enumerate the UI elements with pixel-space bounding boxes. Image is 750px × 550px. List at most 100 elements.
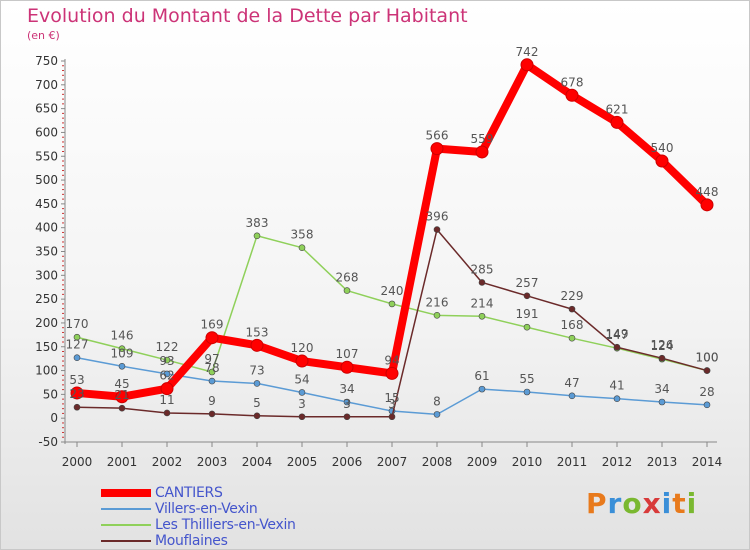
data-label-villers-en-vexin: 109 — [111, 346, 134, 360]
data-label-cantiers: 53 — [69, 373, 84, 387]
data-label-cantiers: 678 — [561, 75, 584, 89]
logo-letter: x — [642, 487, 662, 520]
data-label-les-thilliers-en-vexin: 214 — [471, 296, 494, 310]
data-label-les-thilliers-en-vexin: 191 — [516, 307, 539, 321]
data-point-villers-en-vexin — [343, 398, 351, 406]
x-tick-label: 2002 — [152, 455, 183, 469]
data-point-villers-en-vexin — [478, 385, 486, 393]
data-label-villers-en-vexin: 78 — [204, 361, 219, 375]
x-tick-label: 2001 — [107, 455, 138, 469]
y-tick-label: 350 — [35, 245, 58, 259]
data-label-mouflaines: 396 — [426, 210, 449, 224]
data-point-mouflaines — [298, 413, 306, 421]
y-tick-label: 0 — [50, 411, 58, 425]
data-point-mouflaines — [523, 292, 531, 300]
x-tick-label: 2009 — [467, 455, 498, 469]
data-point-mouflaines — [208, 410, 216, 418]
data-point-les-thilliers-en-vexin — [343, 287, 351, 294]
data-label-cantiers: 45 — [114, 377, 129, 391]
data-label-cantiers: 153 — [246, 325, 269, 339]
data-label-cantiers: 540 — [651, 141, 674, 155]
y-tick-label: 100 — [35, 364, 58, 378]
y-tick-label: 250 — [35, 292, 58, 306]
data-label-villers-en-vexin: 73 — [249, 363, 264, 377]
data-point-mouflaines — [73, 403, 81, 411]
data-point-mouflaines — [163, 409, 171, 417]
legend-swatch-les-thilliers-en-vexin — [101, 524, 151, 526]
data-label-mouflaines: 126 — [651, 338, 674, 352]
data-point-cantiers — [160, 382, 174, 396]
data-point-villers-en-vexin — [253, 380, 261, 387]
data-point-villers-en-vexin — [523, 388, 531, 396]
data-label-villers-en-vexin: 41 — [609, 379, 624, 393]
data-label-villers-en-vexin: 55 — [519, 372, 534, 386]
y-tick-label: 500 — [35, 173, 58, 187]
legend-swatch-mouflaines — [101, 540, 151, 542]
data-label-villers-en-vexin: 93 — [159, 354, 174, 368]
data-label-les-thilliers-en-vexin: 124 — [651, 339, 674, 353]
data-label-mouflaines: 257 — [516, 276, 539, 290]
data-label-cantiers: 107 — [336, 347, 359, 361]
data-point-villers-en-vexin — [73, 354, 81, 362]
data-point-cantiers — [700, 198, 714, 212]
data-point-cantiers — [205, 331, 219, 345]
data-label-cantiers: 169 — [201, 318, 224, 332]
y-tick-label: 450 — [35, 197, 58, 211]
data-point-cantiers — [385, 366, 399, 380]
x-tick-label: 2008 — [422, 455, 453, 469]
logo-letter: t — [672, 487, 687, 520]
legend-swatch-villers-en-vexin — [101, 508, 151, 510]
data-point-villers-en-vexin — [658, 398, 666, 406]
data-label-cantiers: 448 — [696, 185, 719, 199]
x-tick-label: 2004 — [242, 455, 273, 469]
data-label-mouflaines: 3 — [343, 397, 351, 411]
data-label-cantiers: 742 — [516, 45, 539, 59]
x-tick-label: 2014 — [692, 455, 723, 469]
data-point-cantiers — [565, 88, 579, 102]
data-point-les-thilliers-en-vexin — [73, 333, 81, 341]
data-point-villers-en-vexin — [433, 411, 441, 418]
data-label-mouflaines: 21 — [114, 388, 129, 402]
x-tick-label: 2005 — [287, 455, 318, 469]
data-point-mouflaines — [478, 279, 486, 286]
data-point-les-thilliers-en-vexin — [253, 232, 261, 240]
data-point-villers-en-vexin — [298, 389, 306, 396]
y-tick-label: 50 — [43, 387, 58, 401]
chart-legend: CANTIERS Villers-en-Vexin Les Thilliers-… — [101, 485, 296, 549]
data-label-cantiers: 94 — [384, 353, 399, 367]
chart-unit-label: (en €) — [27, 29, 60, 42]
data-label-villers-en-vexin: 47 — [564, 376, 579, 390]
legend-item-villers-en-vexin: Villers-en-Vexin — [101, 501, 296, 517]
y-tick-label: 300 — [35, 268, 58, 282]
data-label-les-thilliers-en-vexin: 216 — [426, 295, 449, 309]
data-point-mouflaines — [118, 404, 126, 412]
data-point-les-thilliers-en-vexin — [298, 244, 306, 251]
data-label-villers-en-vexin: 8 — [433, 394, 441, 408]
legend-label-villers-en-vexin: Villers-en-Vexin — [155, 501, 258, 517]
legend-item-mouflaines: Mouflaines — [101, 533, 296, 549]
data-point-cantiers — [70, 386, 84, 400]
proxiti-logo: Proxiti — [586, 487, 697, 520]
data-label-mouflaines: 9 — [208, 394, 216, 408]
data-label-villers-en-vexin: 127 — [66, 338, 89, 352]
legend-item-les-thilliers-en-vexin: Les Thilliers-en-Vexin — [101, 517, 296, 533]
data-point-les-thilliers-en-vexin — [478, 312, 486, 320]
data-point-villers-en-vexin — [118, 362, 126, 370]
data-point-mouflaines — [388, 413, 396, 421]
x-tick-label: 2003 — [197, 455, 228, 469]
data-label-les-thilliers-en-vexin: 122 — [156, 340, 179, 354]
data-point-les-thilliers-en-vexin — [118, 345, 126, 352]
data-point-mouflaines — [568, 305, 576, 313]
y-tick-label: 750 — [35, 54, 58, 68]
data-point-mouflaines — [613, 343, 621, 351]
data-label-villers-en-vexin: 15 — [384, 391, 399, 405]
data-label-mouflaines: 285 — [471, 262, 494, 276]
data-label-villers-en-vexin: 54 — [294, 372, 309, 386]
y-tick-label: 600 — [35, 125, 58, 139]
data-label-les-thilliers-en-vexin: 97 — [204, 352, 219, 366]
legend-label-les-thilliers-en-vexin: Les Thilliers-en-Vexin — [155, 517, 296, 533]
y-tick-label: 150 — [35, 340, 58, 354]
